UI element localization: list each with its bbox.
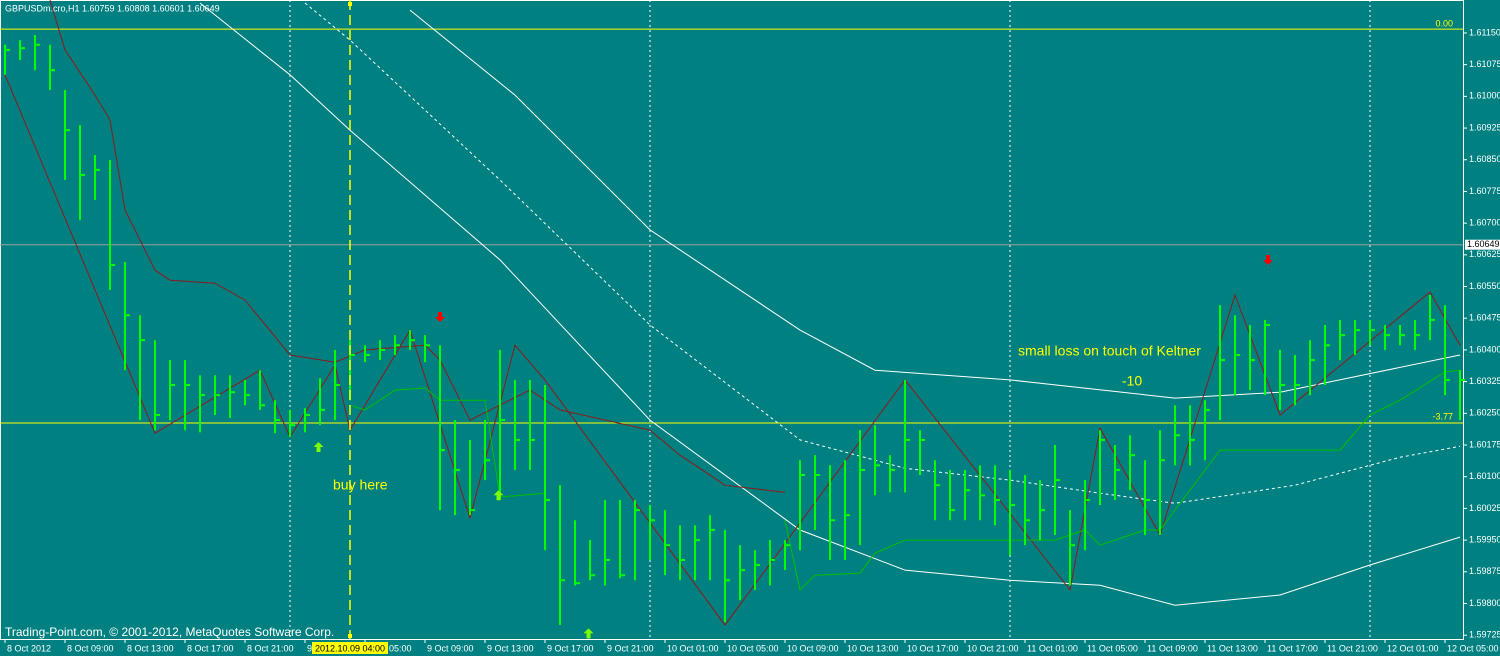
y-tick-label: 1.60925	[1469, 122, 1500, 132]
signal-arrow	[313, 442, 324, 453]
x-tick-label: 8 Oct 2012	[7, 643, 51, 653]
x-tick-label: 05:00	[389, 643, 412, 653]
annotation: -10	[1122, 373, 1142, 389]
signal-arrow	[434, 312, 445, 323]
y-tick-label: 1.60775	[1469, 186, 1500, 196]
chart-title: GBPUSDm.cro,H1 1.60759 1.60808 1.60601 1…	[5, 3, 220, 13]
x-tick-label: 11 Oct 13:00	[1207, 643, 1258, 653]
y-tick-label: 1.60325	[1469, 376, 1500, 386]
x-tick-label: 9 Oct 17:00	[547, 643, 594, 653]
x-tick-label: 10 Oct 09:00	[787, 643, 839, 653]
y-tick-label: 1.59800	[1469, 598, 1500, 608]
x-tick-label: 10 Oct 05:00	[727, 643, 779, 653]
y-tick-label: 1.60250	[1469, 408, 1500, 418]
y-tick-label: 1.60700	[1469, 218, 1500, 228]
x-tick-label: 10 Oct 01:00	[667, 643, 719, 653]
x-tick-label: 9 Oct 09:00	[427, 643, 474, 653]
y-tick-label: 1.61000	[1469, 91, 1500, 101]
y-tick-label: 1.60475	[1469, 313, 1500, 323]
x-tick-label: 8 Oct 09:00	[67, 643, 114, 653]
indicator-line	[784, 369, 1461, 591]
x-tick-label: 12 Oct 01:00	[1387, 643, 1439, 653]
y-tick-label: 1.60625	[1469, 249, 1500, 259]
x-tick-label: 9	[307, 643, 312, 653]
x-tick-label: 10 Oct 17:00	[907, 643, 959, 653]
plot-frame	[0, 0, 1464, 640]
cursor-dot	[347, 2, 352, 6]
x-tick-label: 11 Oct 09:00	[1147, 643, 1198, 653]
x-tick-label: 8 Oct 17:00	[187, 643, 234, 653]
signal-arrow	[583, 628, 594, 639]
x-tick-label: 10 Oct 21:00	[967, 643, 1019, 653]
bid-label-box	[1465, 239, 1500, 250]
order-level-label: 0.00	[1435, 19, 1453, 29]
annotation: small loss on touch of Keltner	[1018, 343, 1201, 359]
y-tick-label: 1.60025	[1469, 503, 1500, 513]
y-tick-label: 1.60100	[1469, 471, 1500, 481]
order-level-label: -3.77	[1432, 411, 1453, 421]
x-tick-label: 10 Oct 13:00	[847, 643, 899, 653]
annotation: buy here	[333, 477, 388, 493]
y-tick-label: 1.59950	[1469, 534, 1500, 544]
footer: Trading-Point.com, © 2001-2012, MetaQuot…	[5, 625, 334, 639]
x-tick-label: 8 Oct 13:00	[127, 643, 174, 653]
indicator-line	[349, 387, 546, 498]
x-tick-label: 11 Oct 01:00	[1027, 643, 1078, 653]
signal-arrow	[1262, 254, 1273, 265]
indicator-line	[4, 74, 1461, 626]
x-tick-label: 12 Oct 05:00	[1447, 643, 1499, 653]
y-tick-label: 1.59875	[1469, 566, 1500, 576]
cursor-dot	[347, 634, 352, 638]
x-tick-label: 9 Oct 21:00	[607, 643, 654, 653]
cursor-label: 2012.10.09 04:00	[315, 643, 385, 653]
cursor-label-box	[311, 642, 388, 654]
x-tick-label: 11 Oct 05:00	[1087, 643, 1138, 653]
y-tick-label: 1.61075	[1469, 59, 1500, 69]
indicator-line	[304, 2, 1461, 504]
bid-label: 1.60649	[1467, 239, 1500, 249]
x-tick-label: 11 Oct 21:00	[1327, 643, 1378, 653]
indicator-line	[409, 9, 1461, 399]
y-tick-label: 1.61150	[1469, 27, 1500, 37]
x-tick-label: 11 Oct 17:00	[1267, 643, 1318, 653]
x-tick-label: 9 Oct 13:00	[487, 643, 534, 653]
y-tick-label: 1.60175	[1469, 439, 1500, 449]
y-tick-label: 1.60850	[1469, 154, 1500, 164]
y-tick-label: 1.59725	[1469, 630, 1500, 640]
signal-arrow	[493, 490, 504, 501]
y-tick-label: 1.60400	[1469, 344, 1500, 354]
x-tick-label: 8 Oct 21:00	[247, 643, 294, 653]
y-tick-label: 1.60550	[1469, 281, 1500, 291]
indicator-line	[199, 2, 1461, 606]
